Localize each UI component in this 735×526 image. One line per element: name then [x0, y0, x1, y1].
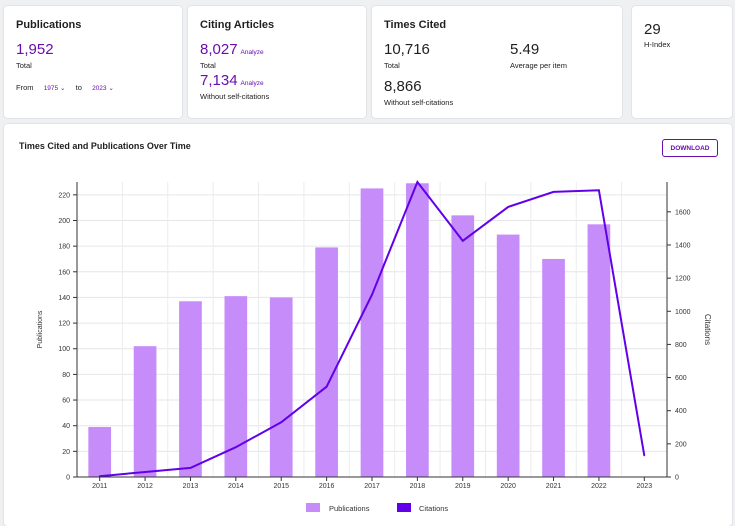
citing-sub: Total	[200, 61, 216, 70]
legend-publications-label[interactable]: Publications	[329, 504, 370, 513]
year-range: From 1975 ⌄ to 2023 ⌄	[16, 83, 114, 92]
bar-2015[interactable]	[269, 297, 293, 477]
bar-2011[interactable]	[88, 426, 112, 477]
bar-2012[interactable]	[133, 346, 157, 477]
to-label: to	[75, 83, 82, 92]
analyze-link-2[interactable]: Analyze	[240, 80, 264, 87]
y2-axis-label: Citations	[703, 314, 712, 345]
bar-2014[interactable]	[224, 296, 248, 477]
bar-2019[interactable]	[451, 215, 475, 477]
h-index-label: H-Index	[644, 40, 671, 49]
times-cited-sub2: Without self-citations	[384, 98, 454, 107]
citing-without-self[interactable]: 7,134	[200, 72, 238, 89]
y-tick-label: 40	[62, 423, 70, 430]
avg-per-item-value: 5.49	[510, 41, 540, 58]
citing-total[interactable]: 8,027	[200, 41, 238, 58]
from-year-select[interactable]: 1975 ⌄	[43, 85, 66, 92]
y2-tick-label: 600	[675, 375, 687, 382]
from-label: From	[16, 83, 34, 92]
y2-tick-label: 200	[675, 441, 687, 448]
bar-2021[interactable]	[542, 258, 565, 477]
x-tick-label: 2012	[137, 483, 153, 490]
citations-line	[99, 180, 646, 478]
y-tick-label: 200	[58, 218, 70, 225]
citing-value: 8,027 Analyze	[200, 41, 264, 58]
citing-value2: 7,134 Analyze	[200, 72, 264, 89]
bar-2020[interactable]	[496, 234, 520, 477]
y-tick-label: 160	[58, 269, 70, 276]
y2-tick-label: 400	[675, 408, 687, 415]
times-cited-sub: Total	[384, 61, 400, 70]
bar-2013[interactable]	[179, 301, 202, 477]
chart-title: Times Cited and Publications Over Time	[19, 141, 191, 151]
x-tick-label: 2011	[92, 483, 107, 490]
bar-2022[interactable]	[587, 224, 611, 477]
y2-tick-label: 1200	[675, 276, 691, 283]
bar-2017[interactable]	[360, 188, 384, 478]
chevron-down-icon: ⌄	[108, 85, 114, 92]
x-tick-label: 2018	[410, 483, 426, 490]
x-tick-label: 2017	[364, 483, 380, 490]
legend-publications-swatch	[306, 503, 320, 512]
x-tick-label: 2020	[500, 483, 516, 490]
y-tick-label: 20	[62, 449, 70, 456]
y-tick-label: 80	[62, 372, 70, 379]
h-index-value: 29	[644, 21, 661, 38]
y-tick-label: 220	[58, 192, 70, 199]
publications-value[interactable]: 1,952	[16, 41, 54, 58]
avg-per-item-sub: Average per item	[510, 61, 567, 70]
y2-tick-label: 1000	[675, 309, 691, 316]
x-tick-label: 2022	[591, 483, 607, 490]
h-index-card: 29 H-Index	[632, 6, 732, 118]
x-tick-label: 2015	[273, 483, 289, 490]
x-tick-label: 2023	[637, 483, 653, 490]
bar-2018[interactable]	[406, 183, 429, 478]
y-tick-label: 140	[58, 295, 70, 302]
legend-citations-swatch	[397, 503, 411, 512]
y-tick-label: 120	[58, 321, 70, 328]
citing-articles-card: Citing Articles 8,027 Analyze Total 7,134…	[188, 6, 366, 118]
y2-tick-label: 1600	[675, 209, 691, 216]
times-cited-title: Times Cited	[384, 19, 447, 31]
legend-citations-label[interactable]: Citations	[419, 504, 448, 513]
x-tick-label: 2019	[455, 483, 471, 490]
x-tick-label: 2013	[183, 483, 199, 490]
times-cited-value2: 8,866	[384, 78, 422, 95]
to-year-select[interactable]: 2023 ⌄	[92, 85, 114, 92]
citing-title: Citing Articles	[200, 19, 275, 31]
y-axis-label: Publications	[37, 310, 44, 348]
y-tick-label: 100	[58, 346, 70, 353]
publications-sub: Total	[16, 61, 32, 70]
times-cited-card: Times Cited 10,716 Total 5.49 Average pe…	[372, 6, 622, 118]
y2-tick-label: 800	[675, 342, 687, 349]
y-tick-label: 0	[66, 475, 70, 482]
x-tick-label: 2014	[228, 483, 244, 490]
bar-2016[interactable]	[315, 247, 338, 477]
y2-tick-label: 0	[675, 475, 679, 482]
download-button[interactable]: DOWNLOAD	[662, 139, 718, 157]
y-tick-label: 180	[58, 244, 70, 251]
x-tick-label: 2021	[546, 483, 562, 490]
chevron-down-icon: ⌄	[59, 85, 66, 92]
citing-sub2: Without self-citations	[200, 92, 270, 101]
y-tick-label: 60	[62, 398, 70, 405]
y2-tick-label: 1400	[675, 242, 691, 249]
x-tick-label: 2016	[319, 483, 335, 490]
times-cited-value: 10,716	[384, 41, 430, 58]
analyze-link[interactable]: Analyze	[240, 49, 264, 56]
publications-title: Publications	[16, 19, 82, 31]
publications-card: Publications 1,952 Total From 1975 ⌄ to …	[4, 6, 182, 118]
